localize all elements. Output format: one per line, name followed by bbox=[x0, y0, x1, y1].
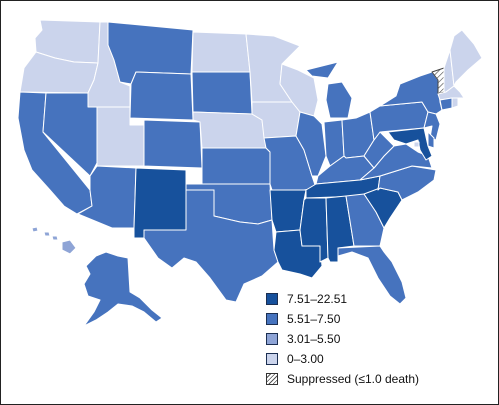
legend-item-suppressed: Suppressed (≤1.0 death) bbox=[266, 369, 419, 389]
legend-item-c4: 7.51–22.51 bbox=[266, 289, 419, 309]
legend-label-c2: 3.01–5.50 bbox=[287, 332, 341, 346]
state-hi bbox=[31, 226, 77, 255]
legend-label-c3: 5.51–7.50 bbox=[287, 312, 341, 326]
legend-swatch-c3 bbox=[266, 313, 278, 325]
legend-swatch-c4 bbox=[266, 293, 278, 305]
state-tx bbox=[143, 189, 279, 303]
legend-item-c3: 5.51–7.50 bbox=[266, 309, 419, 329]
legend-swatch-c1 bbox=[266, 353, 278, 365]
state-ct bbox=[439, 97, 453, 111]
state-ks bbox=[201, 147, 271, 185]
state-nd bbox=[191, 31, 251, 73]
state-de bbox=[427, 131, 435, 149]
legend-label-c1: 0–3.00 bbox=[287, 352, 324, 366]
state-dc bbox=[413, 141, 420, 148]
state-md bbox=[387, 127, 433, 161]
state-ri bbox=[451, 97, 459, 109]
legend: 7.51–22.51 5.51–7.50 3.01–5.50 0–3.00 Su… bbox=[266, 289, 419, 389]
state-ne bbox=[192, 111, 267, 149]
state-ak bbox=[83, 251, 163, 327]
legend-swatch-c2 bbox=[266, 333, 278, 345]
state-wy bbox=[129, 71, 194, 121]
state-mi bbox=[305, 61, 353, 119]
legend-label-suppressed: Suppressed (≤1.0 death) bbox=[287, 372, 419, 386]
state-co bbox=[143, 119, 203, 169]
state-fl bbox=[337, 245, 407, 305]
state-nm bbox=[133, 167, 187, 239]
state-sd bbox=[191, 71, 253, 115]
legend-item-c2: 3.01–5.50 bbox=[266, 329, 419, 349]
legend-item-c1: 0–3.00 bbox=[266, 349, 419, 369]
state-me bbox=[449, 29, 483, 87]
legend-swatch-suppressed bbox=[266, 373, 278, 385]
legend-label-c4: 7.51–22.51 bbox=[287, 292, 348, 306]
